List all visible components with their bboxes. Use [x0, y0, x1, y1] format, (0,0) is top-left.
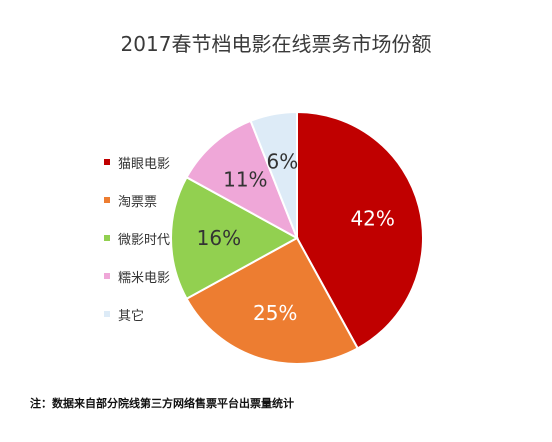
legend-swatch-nuomi: [104, 273, 110, 279]
data-label-other: 6%: [266, 149, 298, 173]
legend-label-maoyan: 猫眼电影: [118, 156, 171, 172]
data-label-taopiaopiao: 25%: [253, 301, 297, 325]
legend-label-weiying: 微影时代: [118, 232, 171, 248]
legend-label-taopiaopiao: 淘票票: [118, 194, 158, 210]
pie-slice-other: [249, 110, 298, 239]
pie-slice-maoyan: [296, 110, 424, 350]
legend-label-other: 其它: [118, 308, 145, 324]
legend-item-maoyan: 猫眼电影: [104, 152, 170, 172]
legend-swatch-taopiaopiao: [104, 197, 110, 203]
legend-swatch-weiying: [104, 235, 110, 241]
pie-slice-weiying: [170, 175, 300, 301]
legend-label-nuomi: 糯米电影: [118, 270, 171, 286]
legend: 猫眼电影 淘票票 微影时代 糯米电影 其它: [104, 152, 170, 342]
chart-title: 2017春节档电影在线票务市场份额: [120, 32, 432, 56]
footnote: 注：数据来自部分院线第三方网络售票平台出票量统计: [30, 397, 294, 410]
legend-swatch-maoyan: [104, 159, 110, 165]
legend-item-nuomi: 糯米电影: [104, 266, 170, 286]
legend-item-weiying: 微影时代: [104, 228, 170, 248]
legend-item-other: 其它: [104, 304, 170, 324]
pie-slice-nuomi: [185, 119, 299, 241]
legend-swatch-other: [104, 311, 110, 317]
legend-item-taopiaopiao: 淘票票: [104, 190, 170, 210]
pie-slice-taopiaopiao: [185, 236, 360, 365]
data-label-maoyan: 42%: [350, 207, 394, 231]
data-label-weiying: 16%: [197, 226, 241, 250]
data-label-nuomi: 11%: [223, 167, 267, 191]
